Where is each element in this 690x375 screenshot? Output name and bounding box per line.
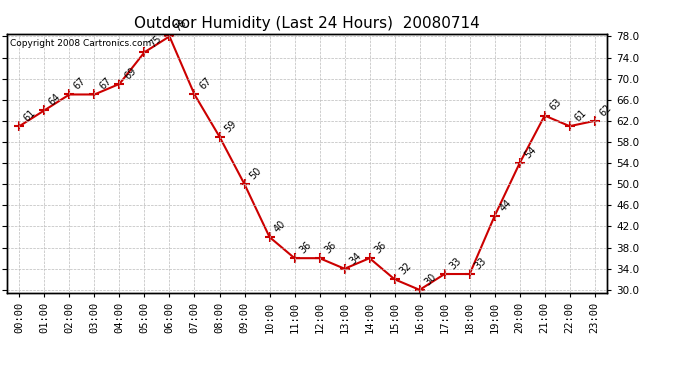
Text: 40: 40 [273,219,288,234]
Text: 34: 34 [347,250,363,266]
Text: 50: 50 [247,166,263,182]
Title: Outdoor Humidity (Last 24 Hours)  20080714: Outdoor Humidity (Last 24 Hours) 2008071… [134,16,480,31]
Text: 36: 36 [373,240,388,255]
Text: 54: 54 [522,144,538,160]
Text: 69: 69 [122,65,138,81]
Text: 63: 63 [547,97,563,113]
Text: 33: 33 [473,255,488,271]
Text: 78: 78 [172,18,188,34]
Text: 67: 67 [72,76,88,92]
Text: 62: 62 [598,102,613,118]
Text: 64: 64 [47,92,63,108]
Text: 30: 30 [422,272,438,287]
Text: 75: 75 [147,33,163,50]
Text: Copyright 2008 Cartronics.com: Copyright 2008 Cartronics.com [10,39,151,48]
Text: 32: 32 [397,261,413,276]
Text: 61: 61 [22,108,38,123]
Text: 59: 59 [222,118,238,134]
Text: 44: 44 [497,197,513,213]
Text: 67: 67 [197,76,213,92]
Text: 67: 67 [97,76,113,92]
Text: 61: 61 [573,108,588,123]
Text: 36: 36 [297,240,313,255]
Text: 36: 36 [322,240,338,255]
Text: 33: 33 [447,255,463,271]
